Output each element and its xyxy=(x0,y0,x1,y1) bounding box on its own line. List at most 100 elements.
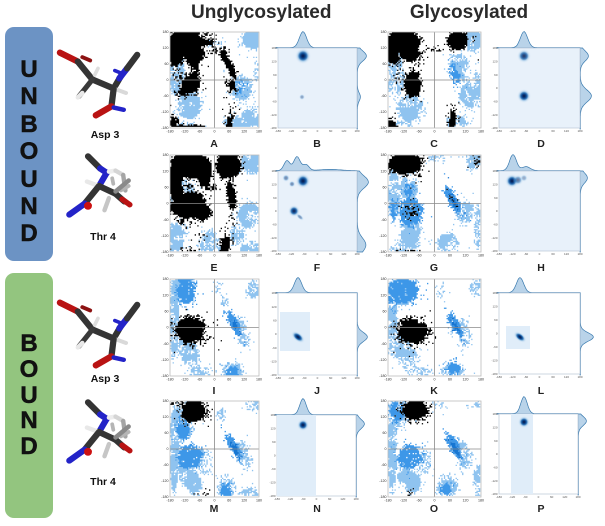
svg-text:60: 60 xyxy=(448,254,452,258)
svg-text:-180: -180 xyxy=(384,130,391,134)
svg-text:180: 180 xyxy=(256,499,262,503)
svg-text:60: 60 xyxy=(551,375,555,379)
svg-text:-180: -180 xyxy=(491,126,497,130)
svg-text:-120: -120 xyxy=(270,236,276,240)
svg-text:-120: -120 xyxy=(161,234,168,238)
svg-text:0: 0 xyxy=(317,252,319,256)
svg-text:-120: -120 xyxy=(287,497,293,501)
svg-text:0: 0 xyxy=(167,326,169,330)
svg-text:0: 0 xyxy=(167,447,169,451)
svg-text:60: 60 xyxy=(165,62,169,66)
svg-text:-120: -120 xyxy=(400,130,407,134)
svg-text:-60: -60 xyxy=(524,252,529,256)
svg-text:120: 120 xyxy=(562,495,567,499)
svg-text:-120: -120 xyxy=(181,130,188,134)
svg-text:-180: -180 xyxy=(379,374,386,378)
svg-text:60: 60 xyxy=(165,310,169,314)
svg-text:-60: -60 xyxy=(302,376,307,380)
svg-text:-60: -60 xyxy=(163,342,168,346)
svg-text:-120: -120 xyxy=(379,234,386,238)
svg-text:120: 120 xyxy=(463,254,469,258)
svg-text:120: 120 xyxy=(492,59,497,63)
svg-text:0: 0 xyxy=(317,129,319,133)
svg-text:0: 0 xyxy=(434,378,436,382)
svg-text:180: 180 xyxy=(577,252,582,256)
svg-text:-120: -120 xyxy=(509,495,515,499)
svg-text:-180: -180 xyxy=(270,126,276,130)
svg-text:-120: -120 xyxy=(491,479,497,483)
svg-text:-120: -120 xyxy=(491,113,497,117)
svg-text:-60: -60 xyxy=(493,222,498,226)
svg-text:0: 0 xyxy=(434,254,436,258)
svg-text:-180: -180 xyxy=(275,376,281,380)
svg-text:-180: -180 xyxy=(161,495,168,499)
svg-text:-60: -60 xyxy=(272,99,277,103)
svg-text:180: 180 xyxy=(354,252,359,256)
svg-text:180: 180 xyxy=(478,499,484,503)
svg-text:-180: -180 xyxy=(274,497,280,501)
svg-text:-60: -60 xyxy=(197,378,202,382)
svg-text:60: 60 xyxy=(383,431,387,435)
svg-text:120: 120 xyxy=(341,252,346,256)
svg-text:120: 120 xyxy=(270,427,275,431)
svg-text:-60: -60 xyxy=(416,499,421,503)
svg-text:60: 60 xyxy=(494,73,498,77)
svg-text:-60: -60 xyxy=(163,94,168,98)
svg-text:-120: -120 xyxy=(288,252,294,256)
svg-text:0: 0 xyxy=(385,447,387,451)
svg-text:-120: -120 xyxy=(509,375,515,379)
svg-text:120: 120 xyxy=(463,499,469,503)
svg-text:180: 180 xyxy=(353,497,358,501)
svg-text:-60: -60 xyxy=(416,378,421,382)
svg-text:-60: -60 xyxy=(381,94,386,98)
svg-text:-60: -60 xyxy=(381,342,386,346)
svg-text:-180: -180 xyxy=(275,129,281,133)
svg-text:-180: -180 xyxy=(491,492,497,496)
svg-text:120: 120 xyxy=(241,499,247,503)
svg-text:0: 0 xyxy=(496,209,498,213)
svg-text:-180: -180 xyxy=(166,499,173,503)
svg-text:-180: -180 xyxy=(161,126,168,130)
svg-text:180: 180 xyxy=(256,130,262,134)
svg-text:0: 0 xyxy=(539,129,541,133)
svg-text:180: 180 xyxy=(163,30,169,34)
svg-text:-120: -120 xyxy=(161,358,168,362)
svg-text:-120: -120 xyxy=(509,252,515,256)
svg-text:180: 180 xyxy=(478,254,484,258)
svg-text:180: 180 xyxy=(381,399,387,403)
svg-text:180: 180 xyxy=(577,375,582,379)
svg-text:60: 60 xyxy=(273,318,277,322)
svg-text:0: 0 xyxy=(434,130,436,134)
svg-text:-180: -180 xyxy=(496,252,502,256)
svg-text:60: 60 xyxy=(272,440,276,444)
svg-text:0: 0 xyxy=(275,209,277,213)
svg-text:180: 180 xyxy=(492,291,497,295)
svg-text:-120: -120 xyxy=(509,129,515,133)
svg-text:120: 120 xyxy=(341,376,346,380)
svg-text:120: 120 xyxy=(163,293,169,297)
svg-text:180: 180 xyxy=(354,376,359,380)
svg-text:60: 60 xyxy=(550,495,554,499)
svg-text:180: 180 xyxy=(163,277,169,281)
svg-text:-120: -120 xyxy=(379,358,386,362)
svg-text:-60: -60 xyxy=(523,495,528,499)
svg-text:120: 120 xyxy=(340,497,345,501)
svg-text:180: 180 xyxy=(271,169,276,173)
svg-text:-60: -60 xyxy=(493,465,498,469)
svg-text:-60: -60 xyxy=(163,218,168,222)
svg-text:0: 0 xyxy=(385,78,387,82)
svg-text:-120: -120 xyxy=(181,254,188,258)
svg-text:120: 120 xyxy=(492,425,497,429)
svg-text:120: 120 xyxy=(163,46,169,50)
svg-text:180: 180 xyxy=(354,129,359,133)
svg-text:0: 0 xyxy=(214,499,216,503)
svg-text:0: 0 xyxy=(274,454,276,458)
svg-text:-120: -120 xyxy=(181,378,188,382)
svg-text:60: 60 xyxy=(329,376,333,380)
svg-text:-180: -180 xyxy=(384,254,391,258)
svg-text:0: 0 xyxy=(539,252,541,256)
svg-text:120: 120 xyxy=(463,130,469,134)
svg-text:-180: -180 xyxy=(384,499,391,503)
svg-text:-180: -180 xyxy=(379,126,386,130)
svg-text:0: 0 xyxy=(275,86,277,90)
